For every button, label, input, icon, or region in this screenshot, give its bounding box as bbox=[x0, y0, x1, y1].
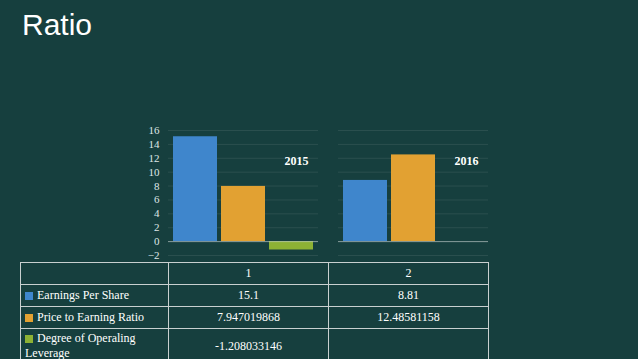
svg-text:2015: 2015 bbox=[285, 154, 309, 168]
svg-text:2: 2 bbox=[154, 221, 160, 233]
html-text:2: 2 bbox=[405, 266, 412, 280]
svg-text:2016: 2016 bbox=[455, 154, 479, 168]
svg-text:0: 0 bbox=[154, 235, 160, 247]
html-text:-1.208033146: -1.208033146 bbox=[215, 338, 282, 353]
html-text:Ratio: Ratio bbox=[22, 8, 92, 41]
html-text:Degree of Operaling Leverage: Degree of Operaling Leverage bbox=[25, 331, 136, 359]
html-text:15.1: 15.1 bbox=[238, 288, 259, 302]
svg-text:4: 4 bbox=[154, 207, 160, 219]
svg-text:16: 16 bbox=[149, 124, 161, 136]
html-text:Price to Earning Ratio: Price to Earning Ratio bbox=[37, 310, 144, 324]
html-text:7.947019868: 7.947019868 bbox=[217, 310, 280, 324]
svg-text:14: 14 bbox=[149, 138, 161, 150]
svg-text:−2: −2 bbox=[148, 249, 160, 261]
html-text:1: 1 bbox=[245, 266, 252, 280]
html-text:12.48581158: 12.48581158 bbox=[377, 310, 440, 324]
html-text:Earnings Per Share: Earnings Per Share bbox=[37, 288, 129, 302]
svg-text:8: 8 bbox=[154, 180, 160, 192]
html-text:8.81: 8.81 bbox=[398, 288, 419, 302]
svg-text:10: 10 bbox=[149, 166, 161, 178]
svg-text:12: 12 bbox=[149, 152, 160, 164]
svg-text:6: 6 bbox=[154, 193, 160, 205]
